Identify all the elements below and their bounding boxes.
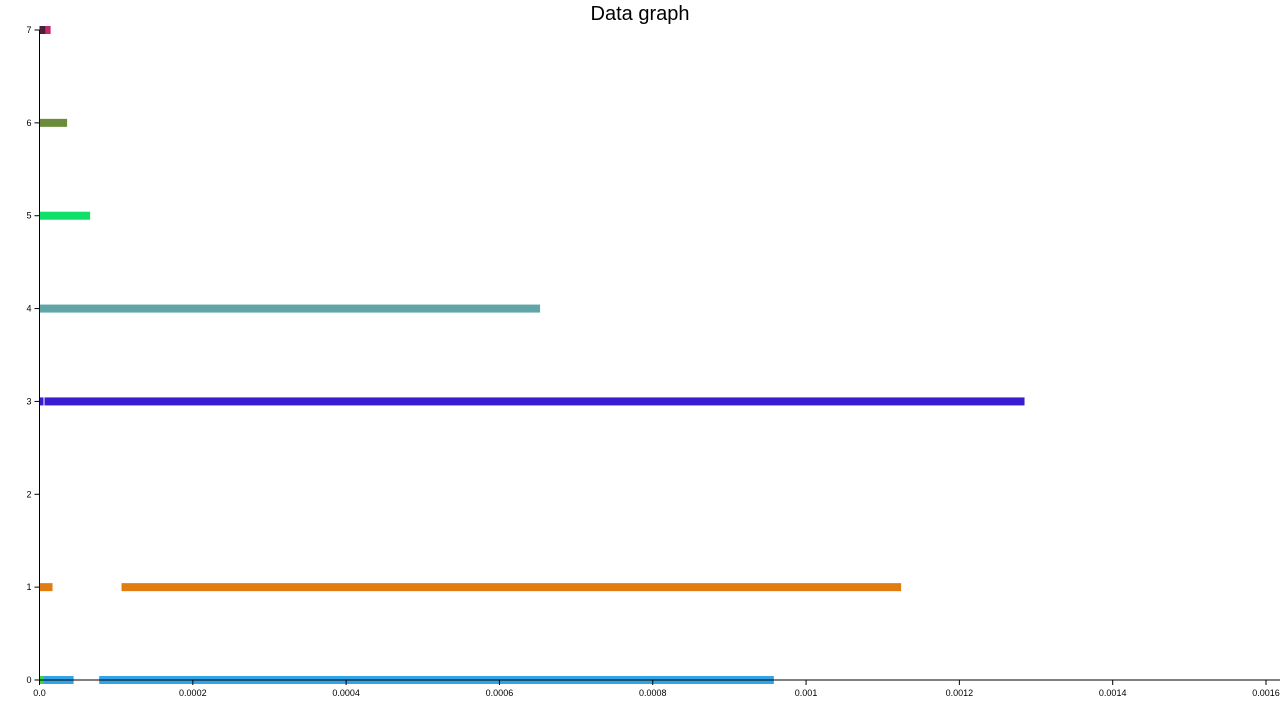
y-tick-label: 3 [26, 396, 31, 406]
x-tick-label: 0.0014 [1099, 688, 1127, 698]
x-tick-label: 0.0004 [332, 688, 360, 698]
bar-segment-row-7 [45, 26, 51, 34]
y-tick-label: 6 [26, 118, 31, 128]
x-tick-label: 0.0002 [179, 688, 207, 698]
x-tick-label: 0.0016 [1252, 688, 1280, 698]
bar-segment-row-1 [121, 583, 902, 592]
x-axis: 0.0 0.0002 0.0004 0.0006 0.0008 0.001 0.0012 0.… [33, 679, 1280, 698]
x-tick-label: 0.0012 [946, 688, 974, 698]
y-tick-label: 0 [26, 675, 31, 685]
chart-title: Data graph [590, 3, 690, 25]
x-tick-label: 0.0008 [639, 688, 667, 698]
y-tick-label: 5 [26, 211, 31, 221]
bar-segment-row-1 [39, 583, 53, 592]
bar-segment-row-6 [39, 118, 68, 127]
y-axis: 0 1 2 3 4 5 6 7 [26, 25, 40, 685]
x-tick-label: 0.0006 [486, 688, 514, 698]
y-tick-label: 2 [26, 489, 31, 499]
bars [39, 26, 1025, 684]
bar-segment-row-3 [44, 397, 1025, 406]
y-tick-label: 4 [26, 304, 31, 314]
bar-segment-row-7 [39, 26, 46, 34]
bar-segment-row-4 [39, 304, 541, 313]
x-tick-label: 0.0 [33, 688, 46, 698]
y-tick-label: 1 [26, 582, 31, 592]
bar-segment-row-5 [39, 211, 91, 220]
y-tick-label: 7 [26, 25, 31, 35]
x-tick-label: 0.001 [795, 688, 818, 698]
bar-segment-row-3 [39, 397, 44, 406]
